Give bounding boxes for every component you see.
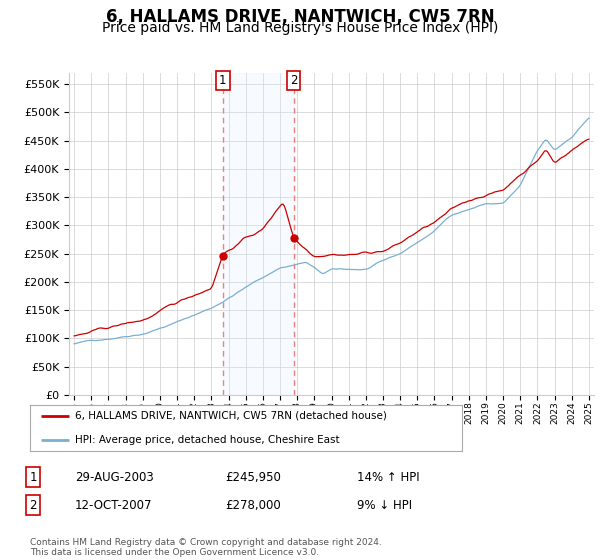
Text: 29-AUG-2003: 29-AUG-2003 — [75, 470, 154, 484]
Text: £245,950: £245,950 — [225, 470, 281, 484]
Text: 9% ↓ HPI: 9% ↓ HPI — [357, 498, 412, 512]
Bar — [223, 73, 293, 395]
Text: Contains HM Land Registry data © Crown copyright and database right 2024.
This d: Contains HM Land Registry data © Crown c… — [30, 538, 382, 557]
Text: 12-OCT-2007: 12-OCT-2007 — [75, 498, 152, 512]
Text: 1: 1 — [29, 470, 37, 484]
Text: £278,000: £278,000 — [225, 498, 281, 512]
Text: 6, HALLAMS DRIVE, NANTWICH, CW5 7RN (detached house): 6, HALLAMS DRIVE, NANTWICH, CW5 7RN (det… — [76, 411, 387, 421]
Text: 2: 2 — [29, 498, 37, 512]
Text: 1: 1 — [219, 74, 227, 87]
Text: 14% ↑ HPI: 14% ↑ HPI — [357, 470, 419, 484]
Text: Price paid vs. HM Land Registry's House Price Index (HPI): Price paid vs. HM Land Registry's House … — [102, 21, 498, 35]
Text: 2: 2 — [290, 74, 298, 87]
Text: HPI: Average price, detached house, Cheshire East: HPI: Average price, detached house, Ches… — [76, 435, 340, 445]
Text: 6, HALLAMS DRIVE, NANTWICH, CW5 7RN: 6, HALLAMS DRIVE, NANTWICH, CW5 7RN — [106, 8, 494, 26]
